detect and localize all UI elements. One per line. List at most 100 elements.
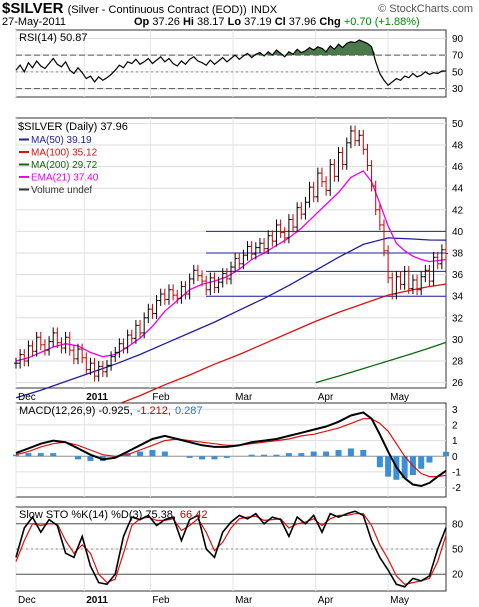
- macd-tick-label: 3: [452, 405, 458, 416]
- legend-entry: MA(200) 29.72: [31, 160, 98, 171]
- symbol: $SILVER: [2, 0, 64, 17]
- rsi-title: RSI(14) 50.87: [19, 32, 87, 44]
- sto-x-label: Mar: [235, 595, 253, 606]
- macd-histogram-bar: [323, 451, 330, 457]
- macd-tick-label: -1: [452, 467, 461, 478]
- open-value: 37.26: [152, 16, 180, 28]
- macd-histogram-bar: [443, 451, 449, 457]
- price-tick-label: 28: [452, 357, 464, 368]
- macd-panel-frame: [15, 402, 447, 498]
- high-value: 38.17: [197, 16, 225, 28]
- macd-histogram-bar: [310, 451, 317, 457]
- rsi-tick-label: 70: [452, 51, 464, 62]
- sto-k-line: [15, 510, 447, 588]
- sto-tick-label: 20: [452, 570, 464, 581]
- price-x-label: Dec: [18, 392, 36, 403]
- macd-histogram-bar: [186, 456, 193, 458]
- macd-histogram-bar: [401, 456, 408, 479]
- close-label: Cl: [274, 16, 286, 28]
- macd-histogram-bar: [385, 456, 392, 477]
- price-title: $SILVER (Daily) 37.96: [18, 121, 128, 133]
- sto-tick-label: 80: [452, 519, 464, 530]
- macd-histogram-bar: [211, 456, 218, 460]
- price-tick-label: 34: [452, 292, 464, 303]
- price-tick-label: 36: [452, 270, 464, 281]
- macd-tick-label: 2: [452, 420, 458, 431]
- price-ema21-line: [15, 170, 447, 362]
- change-value: +0.70 (+1.88%): [343, 16, 420, 28]
- price-x-label: Mar: [235, 392, 253, 403]
- price-tick-label: 50: [452, 119, 464, 130]
- price-tick-label: 44: [452, 184, 464, 195]
- sto-title-part: 66.42: [180, 509, 208, 521]
- rsi-tick-label: 90: [452, 34, 464, 45]
- sto-tick-label: 50: [452, 545, 464, 556]
- quote-bar: Op 37.26 Hi 38.17 Lo 37.19 Cl 37.96 Chg …: [134, 16, 420, 28]
- price-tick-label: 42: [452, 205, 464, 216]
- legend-entry: MA(50) 39.19: [31, 135, 92, 146]
- macd-histogram-bar: [248, 454, 255, 457]
- instrument-name: (Silver - Continuous Contract (EOD)): [67, 4, 247, 16]
- macd-histogram-bar: [223, 456, 230, 458]
- legend-entry: EMA(21) 37.40: [31, 173, 99, 184]
- open-label: Op: [134, 16, 150, 28]
- rsi-line: [15, 39, 447, 87]
- brand-watermark: © StockCharts.com: [378, 3, 473, 15]
- exchange: INDX: [250, 4, 278, 16]
- macd-histogram-bar: [285, 453, 292, 457]
- macd-histogram-bar: [298, 453, 305, 457]
- macd-histogram-bar: [137, 451, 144, 457]
- macd-title-part: 0.287: [175, 405, 203, 417]
- sto-x-label: 2011: [86, 595, 108, 606]
- macd-histogram-bar: [426, 456, 433, 463]
- price-tick-label: 30: [452, 335, 464, 346]
- price-x-label: Apr: [318, 392, 334, 403]
- price-tick-label: 46: [452, 162, 464, 173]
- price-tick-label: 38: [452, 249, 464, 260]
- low-value: 37.19: [244, 16, 272, 28]
- macd-histogram-bar: [149, 450, 156, 457]
- price-tick-label: 26: [452, 378, 464, 389]
- quote-date: 27-May-2011: [2, 16, 66, 28]
- macd-histogram-bar: [418, 456, 425, 469]
- sto-d-line: [15, 513, 447, 585]
- legend-entry: MA(100) 35.12: [31, 148, 98, 159]
- macd-title-part: MACD(12,26,9) -0.925,: [19, 405, 133, 417]
- legend-entry: Volume undef: [31, 185, 92, 196]
- macd-histogram-bar: [347, 448, 354, 457]
- price-ma200-line: [315, 341, 447, 384]
- price-x-label: Feb: [152, 392, 170, 403]
- rsi-tick-label: 50: [452, 67, 464, 78]
- price-tick-label: 40: [452, 227, 464, 238]
- macd-histogram-bar: [360, 450, 367, 457]
- macd-histogram-bar: [161, 451, 168, 457]
- macd-title-part: -1.212,: [137, 405, 171, 417]
- price-x-label: May: [390, 392, 409, 403]
- change-label: Chg: [319, 16, 341, 28]
- price-x-label: 2011: [86, 392, 108, 403]
- price-tick-label: 32: [452, 313, 464, 324]
- macd-signal-line: [15, 418, 447, 478]
- macd-histogram-bar: [273, 454, 280, 457]
- macd-line: [15, 411, 447, 488]
- macd-histogram-bar: [75, 456, 82, 460]
- macd-histogram-bar: [199, 456, 206, 460]
- macd-histogram-bar: [13, 454, 19, 457]
- sto-x-label: Apr: [318, 595, 334, 606]
- macd-tick-label: 1: [452, 436, 458, 447]
- price-tick-label: 48: [452, 141, 464, 152]
- macd-histogram-bar: [50, 453, 57, 457]
- macd-tick-label: 0: [452, 452, 458, 463]
- rsi-tick-label: 30: [452, 84, 464, 95]
- macd-histogram-bar: [335, 450, 342, 457]
- rsi-panel-frame: [15, 29, 447, 98]
- macd-histogram-bar: [376, 456, 383, 468]
- macd-tick-label: -2: [452, 483, 461, 494]
- rsi-overbought-fill: [16, 40, 446, 56]
- chart-title: $SILVER (Silver - Continuous Contract (E…: [2, 0, 277, 17]
- close-value: 37.96: [288, 16, 317, 28]
- low-label: Lo: [227, 16, 242, 28]
- sto-x-label: Dec: [18, 595, 36, 606]
- macd-histogram-bar: [87, 456, 94, 461]
